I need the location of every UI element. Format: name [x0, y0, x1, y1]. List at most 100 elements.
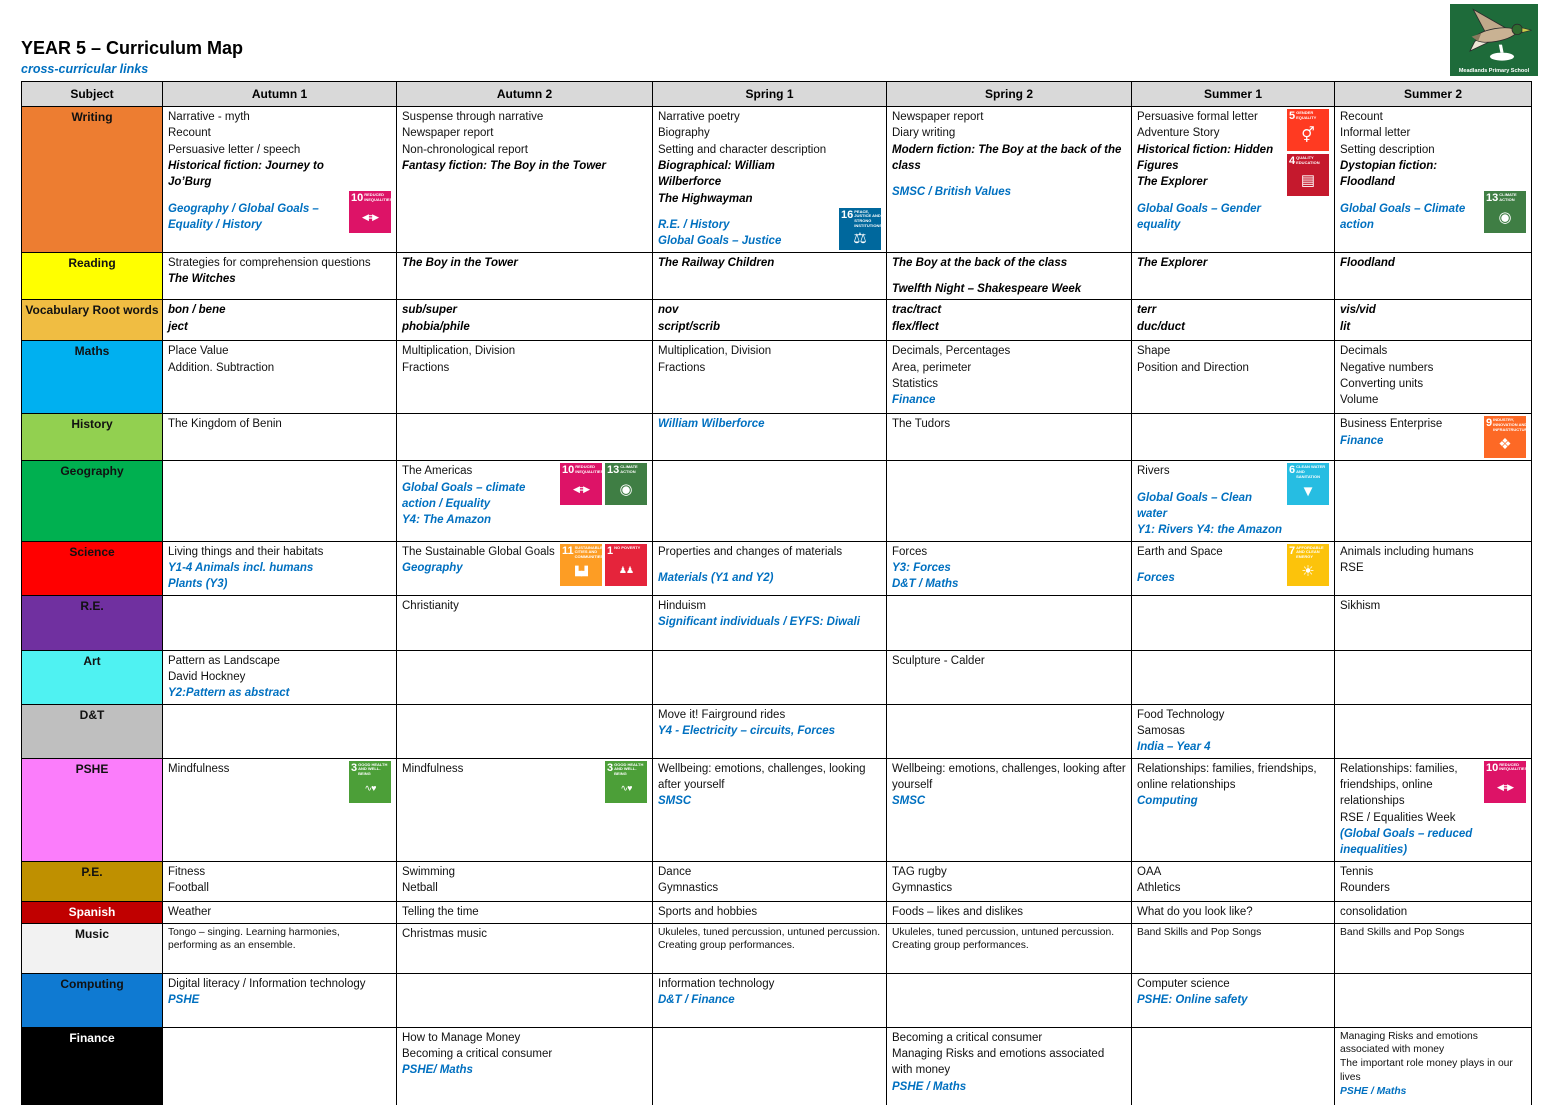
cell-art-summer2	[1334, 649, 1532, 705]
cell-maths-spring2: Decimals, Percentages Area, perimeter Stat…	[886, 340, 1132, 415]
cell-text: Properties and changes of materials	[658, 545, 843, 558]
cell-text: Global Goals – Clean water	[1137, 491, 1253, 520]
cell-text: Forces	[1137, 571, 1175, 584]
sdg-5-icon: 5 GENDER EQUALITY ⚥	[1287, 109, 1329, 151]
page-title: YEAR 5 – Curriculum Map	[21, 38, 244, 58]
sdg-10-icon: 10 REDUCED INEQUALITIES ◀≡▶	[349, 191, 391, 234]
cell-text: Non-chronological report	[402, 143, 528, 156]
cell-text: Strategies for comprehension questions T…	[168, 256, 371, 285]
sdg-icon-group: 6 CLEAN WATER AND SANITATION ▼	[1284, 463, 1329, 506]
cell-text: Global Goals – Climate action	[1340, 202, 1466, 231]
cell-vocabulary-autumn2: sub/super phobia/phile	[396, 299, 653, 342]
cell-text: Sculpture - Calder	[892, 654, 985, 667]
cell-text: Earth and Space	[1137, 545, 1223, 558]
cell-spanish-autumn1: Weather	[162, 900, 397, 924]
sdg-16-icon: 16 PEACE, JUSTICE AND STRONG INSTITUTIONS…	[839, 207, 881, 250]
row-pe: P.E. Fitness Football Swimming Netball Dance G…	[21, 860, 1532, 902]
cell-dt-summer2	[1334, 703, 1532, 759]
cell-text: RSE / Equalities Week	[1340, 811, 1456, 824]
cell-text: Fractions	[402, 361, 450, 374]
cell-text: Mindfulness	[402, 762, 464, 775]
cell-text: Y4: The Amazon	[402, 514, 492, 527]
cell-text: duc/duct	[1137, 320, 1185, 333]
cell-text: Adventure Story	[1137, 127, 1220, 140]
row-re: R.E. Christianity Hinduism Significant indi…	[21, 594, 1532, 651]
cell-text: Netball	[402, 881, 438, 894]
row-spanish: Spanish Weather Telling the time Sports and…	[21, 900, 1532, 924]
subject-label-history: History	[21, 413, 163, 462]
cell-music-spring1: Ukuleles, tuned percussion, untuned perc…	[652, 922, 887, 974]
cell-text: Dystopian fiction: Floodland	[1340, 159, 1438, 189]
sdg-icon-group: 11 SUSTAINABLE CITIES AND COMMUNITIES ▙▟ 1 N…	[557, 543, 647, 586]
cell-text: The Kingdom of Benin	[168, 418, 282, 431]
cell-text: Ukuleles, tuned percussion, untuned perc…	[892, 926, 1115, 952]
cell-text: Significant individuals / EYFS: Diwali	[658, 615, 860, 628]
subject-label-music: Music	[21, 922, 163, 974]
sdg-11-icon: 11 SUSTAINABLE CITIES AND COMMUNITIES ▙▟	[560, 543, 602, 586]
cell-writing-autumn2: Suspense through narrative Newspaper repo…	[396, 106, 653, 253]
sdg-6-icon: 6 CLEAN WATER AND SANITATION ▼	[1287, 463, 1329, 506]
cell-text: RSE	[1340, 561, 1364, 574]
cell-text: Global Goals – Justice	[658, 235, 782, 248]
cell-text: trac/tract	[892, 304, 942, 317]
cell-text: Persuasive formal letter	[1137, 111, 1258, 123]
row-geography: Geography The Americas Global Goals – clim…	[21, 460, 1532, 542]
cell-text: Band Skills and Pop Songs	[1137, 926, 1262, 938]
cell-re-spring2	[886, 594, 1132, 651]
cell-text: Twelfth Night – Shakespeare Week	[892, 282, 1082, 295]
cell-writing-summer2: Recount Informal letter Setting descriptio…	[1334, 106, 1532, 253]
cell-geography-spring1	[652, 460, 887, 542]
sdg-icon-group: 3 GOOD HEALTH AND WELL-BEING ∿♥	[346, 760, 391, 803]
cell-re-summer2: Sikhism	[1334, 594, 1532, 651]
subject-label-pe: P.E.	[21, 860, 163, 902]
cell-text: Y1: Rivers Y4: the Amazon	[1137, 524, 1283, 537]
cell-spanish-spring2: Foods – likes and dislikes	[886, 900, 1132, 924]
subject-label-science: Science	[21, 540, 163, 596]
row-pshe: PSHE Mindfulness 3 GOOD HEALTH AND WELL-BEI…	[21, 757, 1532, 862]
cell-text: Newspaper report	[402, 127, 494, 140]
cell-text: Band Skills and Pop Songs	[1340, 926, 1465, 938]
cell-text: Becoming a critical consumer	[892, 1031, 1043, 1044]
cell-text: Managing Risks and emotions associated w…	[892, 1047, 1105, 1077]
cell-finance-autumn2: How to Manage Money Becoming a critical c…	[396, 1026, 653, 1105]
cell-text: How to Manage Money	[402, 1031, 521, 1044]
cell-text: terr	[1137, 304, 1157, 317]
cell-text: Sikhism	[1340, 599, 1381, 612]
cell-text: Ukuleles, tuned percussion, untuned perc…	[658, 926, 881, 952]
row-history: History The Kingdom of Benin William Wilbe…	[21, 413, 1532, 462]
subject-label-dt: D&T	[21, 703, 163, 759]
sdg-icon-group: 5 GENDER EQUALITY ⚥ 4 QUALITY EDUCATION ▤	[1284, 109, 1329, 196]
cell-computing-autumn2	[396, 972, 653, 1028]
cell-text: Rounders	[1340, 881, 1390, 894]
cell-writing-summer1: Persuasive formal letter Adventure Story H…	[1131, 106, 1335, 253]
cell-text: Y4 - Electricity – circuits, Forces	[658, 724, 836, 737]
cell-re-autumn2: Christianity	[396, 594, 653, 651]
cell-text: William Wilberforce	[658, 418, 765, 431]
cell-text: Food Technology	[1137, 708, 1225, 721]
cell-text: Christianity	[402, 599, 459, 612]
row-writing: Writing Narrative - myth Recount Persuasive…	[21, 106, 1532, 253]
cell-text: Historical fiction: Journey to Jo’Burg	[168, 159, 324, 189]
cell-text: D&T / Finance	[658, 993, 735, 1006]
cell-text: Multiplication, Division	[402, 345, 516, 358]
subject-label-pshe: PSHE	[21, 757, 163, 862]
row-reading: Reading Strategies for comprehension ques…	[21, 251, 1532, 301]
cell-text: The important role money plays in our li…	[1340, 1058, 1513, 1084]
cell-text: Business Enterprise	[1340, 418, 1443, 431]
cell-dt-autumn1	[162, 703, 397, 759]
cell-text: Pattern as Landscape	[168, 654, 280, 667]
subject-label-geography: Geography	[21, 460, 163, 542]
sdg-7-icon: 7 AFFORDABLE AND CLEAN ENERGY ☀	[1287, 543, 1329, 586]
sdg-10-icon: 10 REDUCED INEQUALITIES ◀≡▶	[560, 463, 602, 506]
cell-text: The Explorer	[1137, 176, 1208, 189]
cell-text: Area, perimeter	[892, 361, 972, 374]
cell-reading-spring2: The Boy at the back of the class Twelfth …	[886, 251, 1132, 301]
cell-spanish-summer1: What do you look like?	[1131, 900, 1335, 924]
cell-text: Addition. Subtraction	[168, 361, 275, 374]
cell-text: Historical fiction: Hidden Figures	[1137, 143, 1274, 172]
cell-science-autumn2: The Sustainable Global Goals Geography 11 S…	[396, 540, 653, 596]
sdg-icon-group: 10 REDUCED INEQUALITIES ◀≡▶	[1481, 760, 1526, 803]
cell-spanish-autumn2: Telling the time	[396, 900, 653, 924]
cell-geography-spring2	[886, 460, 1132, 542]
